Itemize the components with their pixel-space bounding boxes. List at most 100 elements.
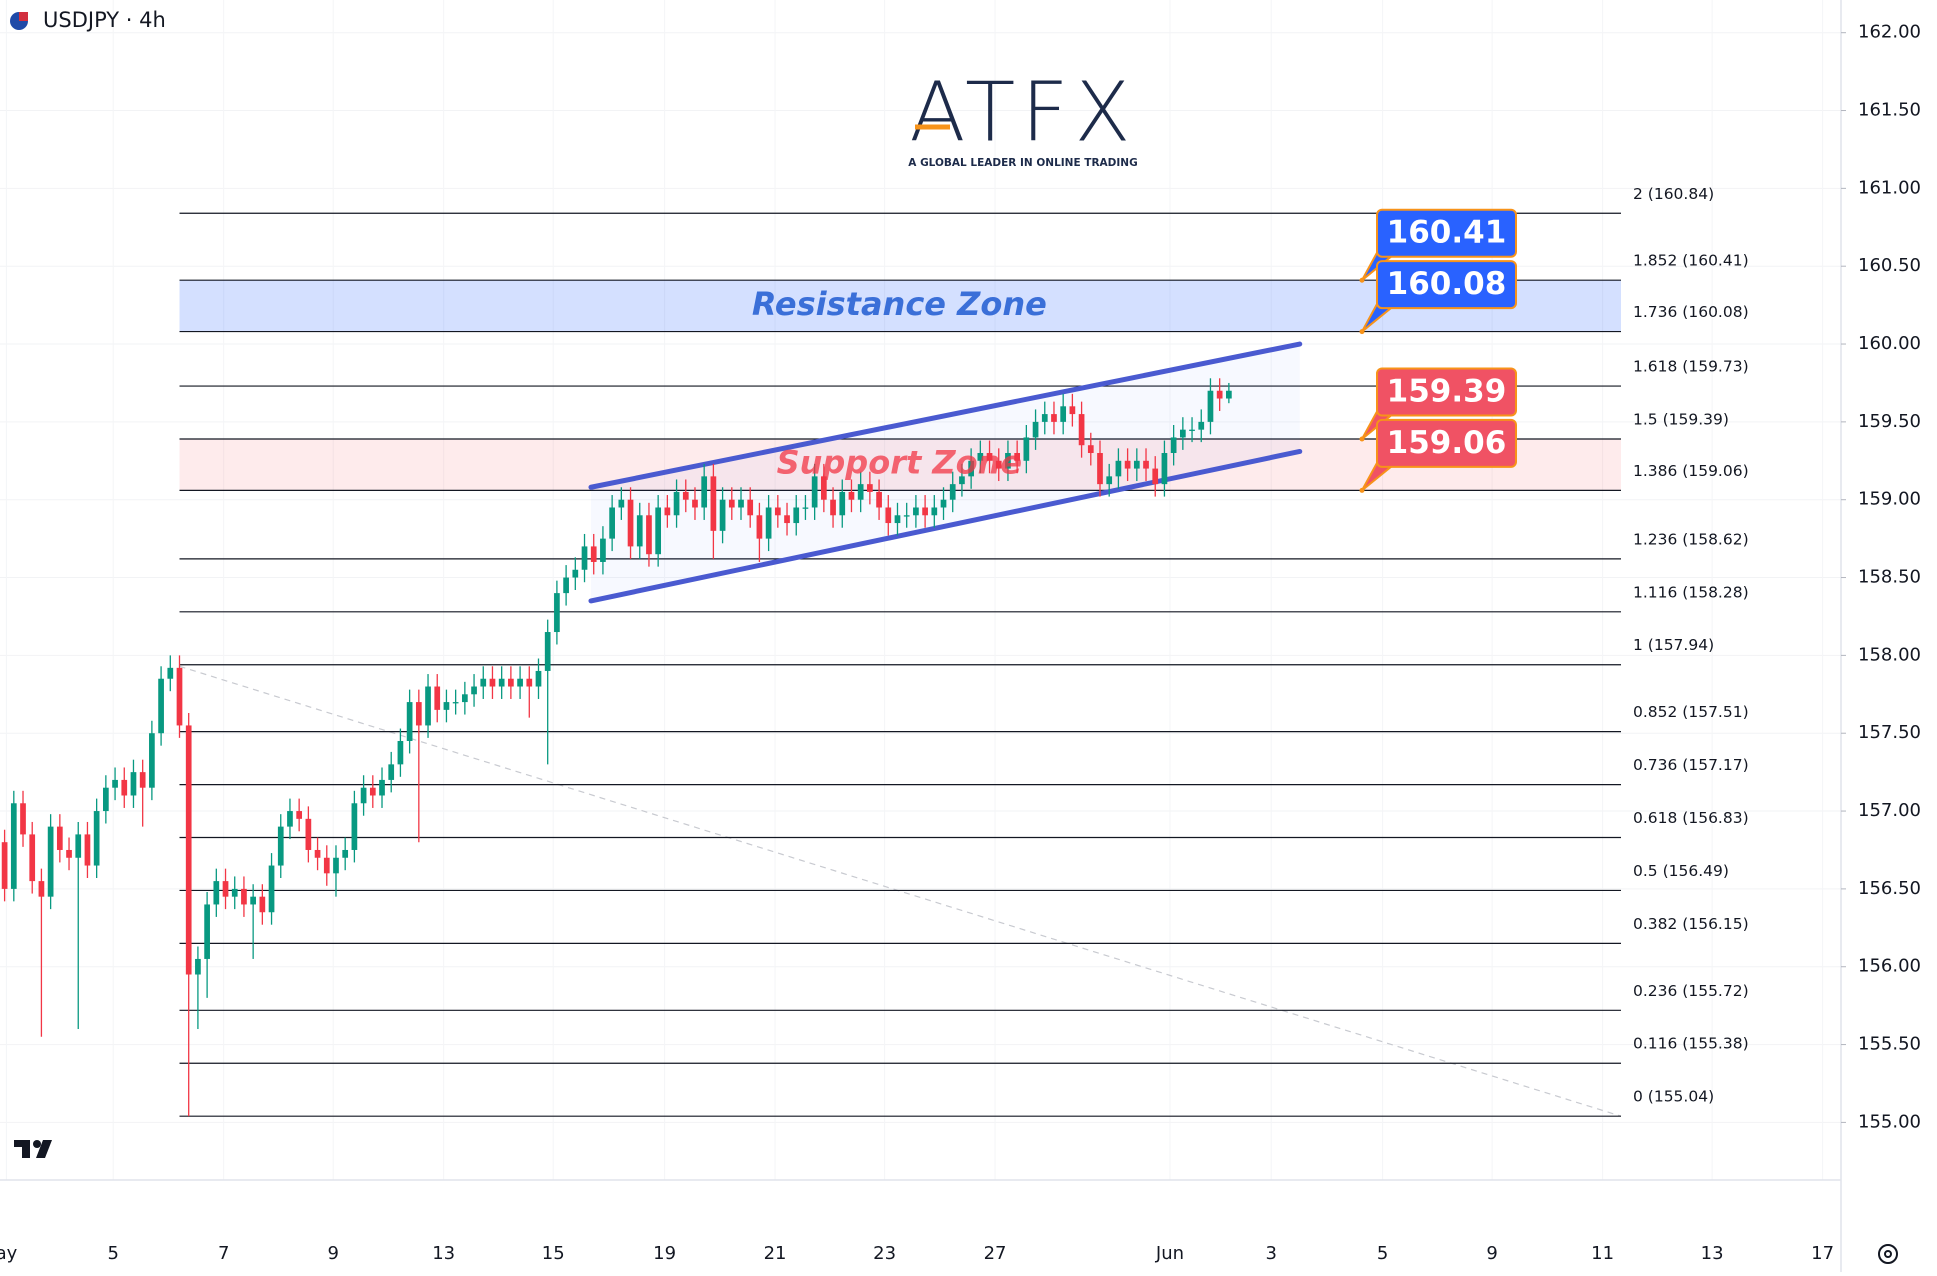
candle-body: [195, 958, 201, 975]
candle-body: [848, 491, 855, 500]
fib-level-label: 0.116 (155.38): [1633, 1035, 1749, 1053]
y-tick-label: 161.00: [1858, 177, 1921, 198]
candle-body: [646, 515, 652, 555]
candle-body: [231, 888, 238, 897]
candle-body: [1023, 437, 1030, 461]
fib-level-label: 0.5 (156.49): [1633, 862, 1729, 880]
fib-level-label: 0 (155.04): [1633, 1088, 1714, 1106]
candle-body: [323, 857, 330, 874]
candle-body: [342, 849, 349, 858]
trend-line: [179, 665, 1622, 1117]
candle-body: [811, 476, 818, 508]
candle-body: [618, 499, 625, 508]
candle-body: [627, 499, 634, 547]
fib-level-label: 1.116 (158.28): [1633, 583, 1749, 601]
candle-body: [369, 787, 376, 796]
x-tick-label: 13: [432, 1243, 455, 1264]
candle-body: [701, 476, 708, 508]
zone-label: Support Zone: [777, 444, 1023, 482]
callout-anchor: [1359, 277, 1365, 283]
candle-body: [443, 702, 450, 710]
candle-body: [765, 507, 772, 539]
candle-body: [609, 507, 615, 539]
candle-body: [314, 849, 321, 858]
candle-body: [498, 678, 505, 687]
candle-body: [406, 702, 413, 742]
candle-body: [1161, 453, 1168, 485]
y-tick-label: 160.50: [1858, 255, 1921, 276]
candle-body: [75, 834, 82, 858]
candle-body: [968, 460, 974, 477]
settings-gear-center: [1884, 1250, 1892, 1258]
candle-body: [397, 741, 404, 765]
candle-body: [949, 484, 956, 500]
candle-body: [149, 733, 155, 788]
candle-body: [452, 702, 459, 704]
candle-body: [931, 507, 938, 516]
candle-body: [93, 811, 100, 866]
settings-icon[interactable]: [1878, 1244, 1898, 1264]
callout-label: 160.41: [1387, 215, 1507, 251]
candle-body: [903, 515, 910, 517]
candle-body: [590, 546, 597, 562]
y-tick-label: 159.50: [1858, 411, 1921, 432]
candle-body: [544, 632, 551, 671]
candle-body: [103, 787, 109, 812]
x-tick-label: 5: [1377, 1243, 1388, 1264]
candle-body: [526, 678, 533, 687]
candle-body: [20, 803, 26, 835]
candle-body: [747, 499, 754, 516]
candle-body: [379, 779, 385, 796]
x-tick-label: 15: [542, 1243, 565, 1264]
candle-body: [241, 888, 247, 905]
y-tick-label: 159.00: [1858, 489, 1921, 510]
candle-body: [572, 569, 579, 578]
candle-body: [1, 842, 8, 889]
candle-body: [1124, 460, 1131, 469]
y-tick-label: 155.00: [1858, 1111, 1921, 1132]
y-tick-label: 162.00: [1858, 22, 1921, 43]
candle-body: [830, 499, 836, 516]
candle-body: [213, 881, 220, 905]
candle-body: [1189, 429, 1195, 431]
candle-body: [793, 507, 800, 524]
candle-body: [784, 515, 790, 524]
candle-body: [250, 896, 256, 905]
candle-body: [29, 834, 36, 882]
candle-body: [913, 507, 919, 516]
fib-level-label: 0.236 (155.72): [1633, 982, 1749, 1000]
settings-gear[interactable]: [1878, 1244, 1898, 1264]
candle-body: [1060, 406, 1067, 422]
x-tick-label: 27: [984, 1243, 1007, 1264]
candle-body: [940, 499, 947, 508]
candle-body: [333, 857, 339, 874]
x-tick-label: 19: [653, 1243, 676, 1264]
candle-body: [277, 826, 284, 866]
callout-box: [1376, 367, 1517, 417]
candle-body: [415, 702, 422, 726]
callout-anchor: [1359, 436, 1365, 442]
candle-body: [268, 865, 275, 913]
candle-body: [480, 678, 487, 687]
candle-body: [977, 453, 984, 461]
candle-body: [167, 667, 174, 679]
x-tick-label: Jun: [1155, 1243, 1184, 1264]
candle-body: [489, 678, 496, 687]
callout-label: 159.06: [1387, 425, 1507, 461]
candle-body: [682, 491, 689, 500]
callout-box: [1376, 208, 1517, 258]
y-tick-label: 156.00: [1858, 956, 1921, 977]
candle-body: [1069, 406, 1076, 415]
y-tick-label: 155.50: [1858, 1034, 1921, 1055]
price-labels: Resistance Zone Support Zone 160.41 160.08 1…: [752, 208, 1517, 493]
candle-body: [1032, 421, 1039, 438]
candle-body: [204, 904, 210, 959]
candle-body: [1115, 460, 1122, 477]
candle-body: [959, 476, 965, 485]
x-tick-label: 21: [764, 1243, 787, 1264]
candle-body: [388, 764, 395, 780]
candle-body: [894, 515, 901, 524]
candle-body: [692, 499, 698, 508]
candle-body: [728, 499, 735, 508]
